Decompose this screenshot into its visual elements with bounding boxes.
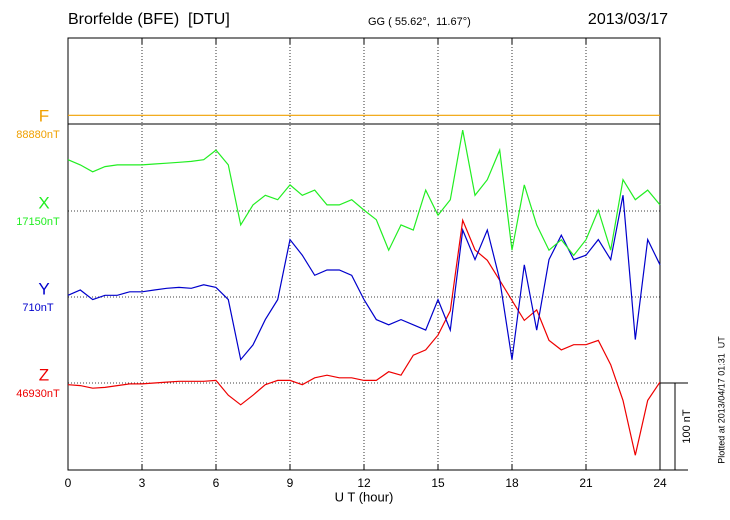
baseline-label: 17150nT [16,216,60,228]
x-tick-label: 24 [653,476,667,490]
x-tick-label: 12 [357,476,371,490]
scale-bar-label: 100 nT [681,409,693,444]
baseline-label: 710nT [22,302,53,314]
chart-title: Brorfelde (BFE) [DTU] [68,11,230,28]
x-tick-label: 6 [213,476,220,490]
chart-subtitle: GG ( 55.62°, 11.67°) [368,16,471,28]
chart-date: 2013/03/17 [588,11,668,28]
x-tick-label: 18 [505,476,519,490]
legend-label: F [39,106,49,125]
series-line [67,129,661,257]
x-tick-label: 9 [287,476,294,490]
baseline-label: 88880nT [16,129,60,141]
legend-label: X [38,193,49,212]
x-axis-label: U T (hour) [335,489,394,504]
footnote: Plotted at 2013/04/17 01:31 UT [716,336,726,464]
x-tick-label: 3 [139,476,146,490]
series-line [67,218,661,456]
x-tick-label: 15 [431,476,445,490]
x-tick-label: 0 [65,476,72,490]
series-line [67,195,661,361]
legend-label: Z [39,365,49,384]
x-tick-label: 21 [579,476,593,490]
baseline-label: 46930nT [16,388,60,400]
legend-label: Y [38,279,49,298]
